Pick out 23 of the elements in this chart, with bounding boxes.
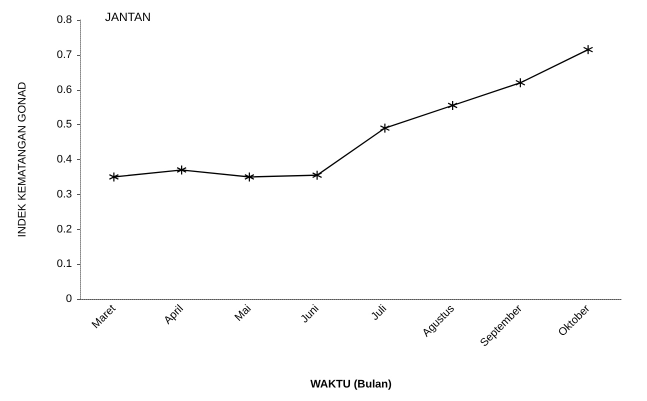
point xyxy=(583,44,594,55)
y-tick-label: 0.2 xyxy=(56,223,72,236)
y-tick-label: 0.6 xyxy=(56,84,72,96)
point xyxy=(108,172,119,182)
point xyxy=(312,170,322,180)
x-tick-label: Juni xyxy=(298,302,322,326)
y-tick-label: 0.1 xyxy=(56,258,72,270)
x-tick-label: Mai xyxy=(232,302,254,324)
y-tick-label: 0 xyxy=(66,293,72,305)
point xyxy=(244,172,254,182)
point xyxy=(380,123,390,134)
y-axis-title: INDEK KEMATANGAN GONAD xyxy=(16,82,28,238)
y-tick-label: 0.3 xyxy=(56,188,72,200)
point xyxy=(176,164,187,176)
x-tick-label: Juli xyxy=(368,302,390,323)
point xyxy=(515,78,526,88)
point xyxy=(448,100,458,111)
chart-title: JANTAN xyxy=(105,10,151,24)
y-tick-label: 0.7 xyxy=(56,48,72,61)
y-tick-label: 0.8 xyxy=(56,14,72,26)
y-tick-label: 0.5 xyxy=(56,118,72,131)
y-tick-label: 0.4 xyxy=(56,154,72,166)
x-axis-title: WAKTU (Bulan) xyxy=(310,378,392,390)
